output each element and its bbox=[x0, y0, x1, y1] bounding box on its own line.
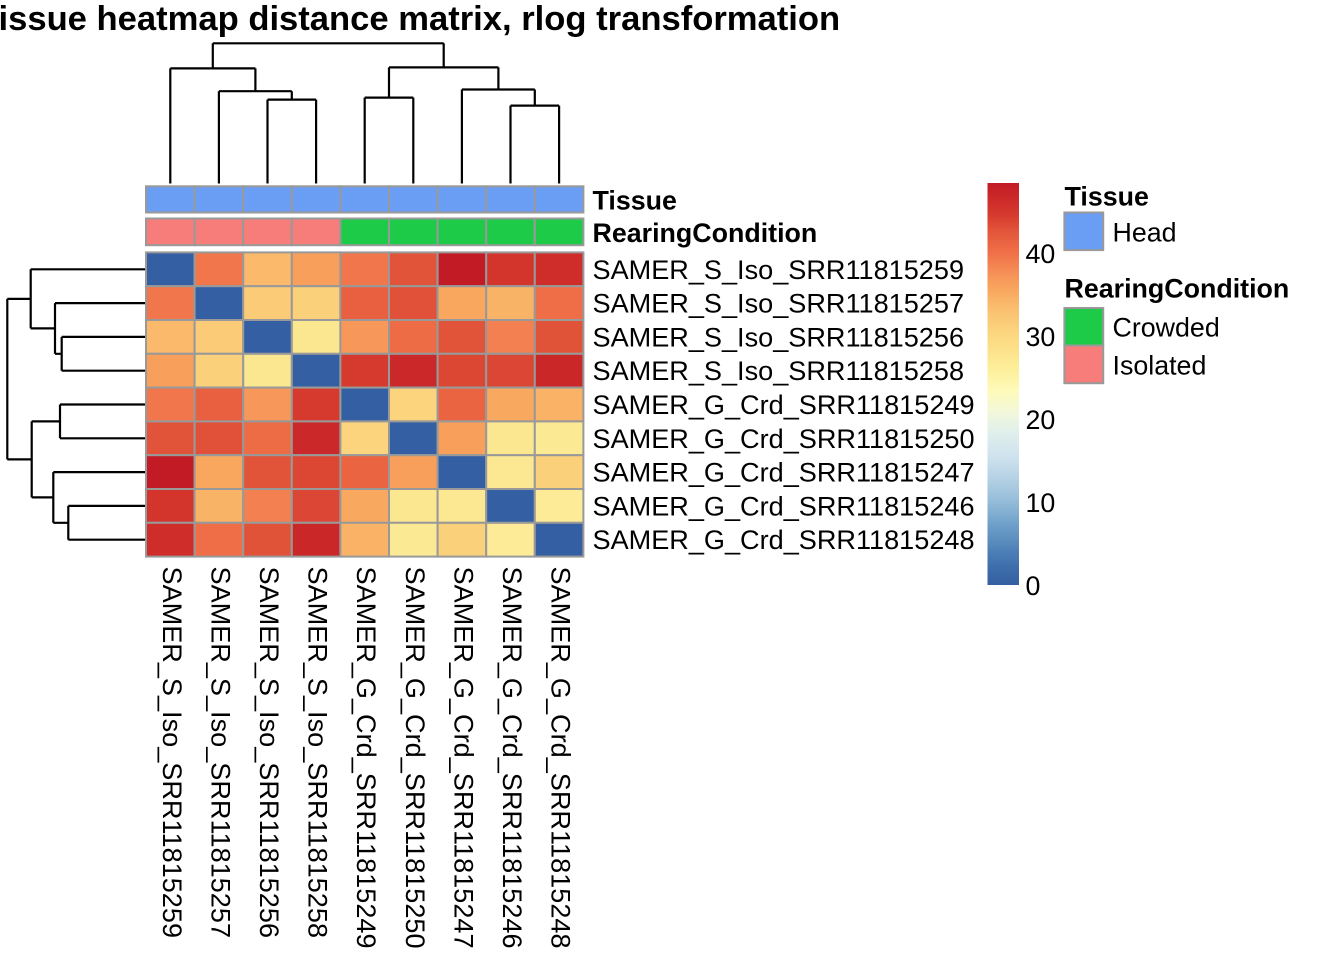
svg-text:Isolated: Isolated bbox=[1113, 350, 1207, 380]
svg-text:SAMER_G_Crd_SRR11815246: SAMER_G_Crd_SRR11815246 bbox=[593, 490, 975, 521]
svg-text:SAMER_S_Iso_SRR11815258: SAMER_S_Iso_SRR11815258 bbox=[593, 355, 965, 386]
svg-text:SAMER_S_Iso_SRR11815259: SAMER_S_Iso_SRR11815259 bbox=[593, 254, 965, 285]
svg-text:RearingCondition: RearingCondition bbox=[593, 218, 818, 248]
svg-text:SAMER_G_Crd_SRR11815248: SAMER_G_Crd_SRR11815248 bbox=[593, 524, 975, 555]
svg-text:SAMER_G_Crd_SRR11815248: SAMER_G_Crd_SRR11815248 bbox=[546, 567, 577, 949]
svg-text:SAMER_S_Iso_SRR11815257: SAMER_S_Iso_SRR11815257 bbox=[205, 567, 236, 939]
svg-text:0: 0 bbox=[1026, 571, 1041, 601]
svg-text:SAMER_G_Crd_SRR11815250: SAMER_G_Crd_SRR11815250 bbox=[593, 423, 975, 454]
svg-text:40: 40 bbox=[1026, 239, 1056, 269]
svg-text:SAMER_G_Crd_SRR11815247: SAMER_G_Crd_SRR11815247 bbox=[593, 457, 975, 488]
svg-text:RearingCondition: RearingCondition bbox=[1065, 274, 1290, 304]
svg-text:Tissue: Tissue bbox=[1065, 182, 1149, 212]
svg-text:SAMER_S_Iso_SRR11815258: SAMER_S_Iso_SRR11815258 bbox=[303, 567, 334, 939]
svg-text:Head: Head bbox=[1113, 217, 1177, 247]
svg-text:Tissue heatmap distance matrix: Tissue heatmap distance matrix, rlog tra… bbox=[0, 0, 840, 38]
svg-text:SAMER_S_Iso_SRR11815256: SAMER_S_Iso_SRR11815256 bbox=[254, 567, 285, 939]
svg-text:20: 20 bbox=[1026, 405, 1056, 435]
svg-text:SAMER_G_Crd_SRR11815246: SAMER_G_Crd_SRR11815246 bbox=[497, 567, 528, 949]
svg-text:SAMER_S_Iso_SRR11815259: SAMER_S_Iso_SRR11815259 bbox=[157, 567, 188, 939]
svg-text:SAMER_G_Crd_SRR11815249: SAMER_G_Crd_SRR11815249 bbox=[351, 567, 382, 949]
svg-text:Crowded: Crowded bbox=[1113, 313, 1220, 343]
svg-text:10: 10 bbox=[1026, 488, 1056, 518]
svg-text:SAMER_S_Iso_SRR11815257: SAMER_S_Iso_SRR11815257 bbox=[593, 288, 965, 319]
svg-text:Tissue: Tissue bbox=[593, 185, 677, 215]
svg-text:30: 30 bbox=[1026, 322, 1056, 352]
svg-text:SAMER_G_Crd_SRR11815249: SAMER_G_Crd_SRR11815249 bbox=[593, 389, 975, 420]
svg-text:SAMER_G_Crd_SRR11815250: SAMER_G_Crd_SRR11815250 bbox=[400, 567, 431, 949]
svg-text:SAMER_G_Crd_SRR11815247: SAMER_G_Crd_SRR11815247 bbox=[448, 567, 479, 949]
svg-text:SAMER_S_Iso_SRR11815256: SAMER_S_Iso_SRR11815256 bbox=[593, 321, 965, 352]
